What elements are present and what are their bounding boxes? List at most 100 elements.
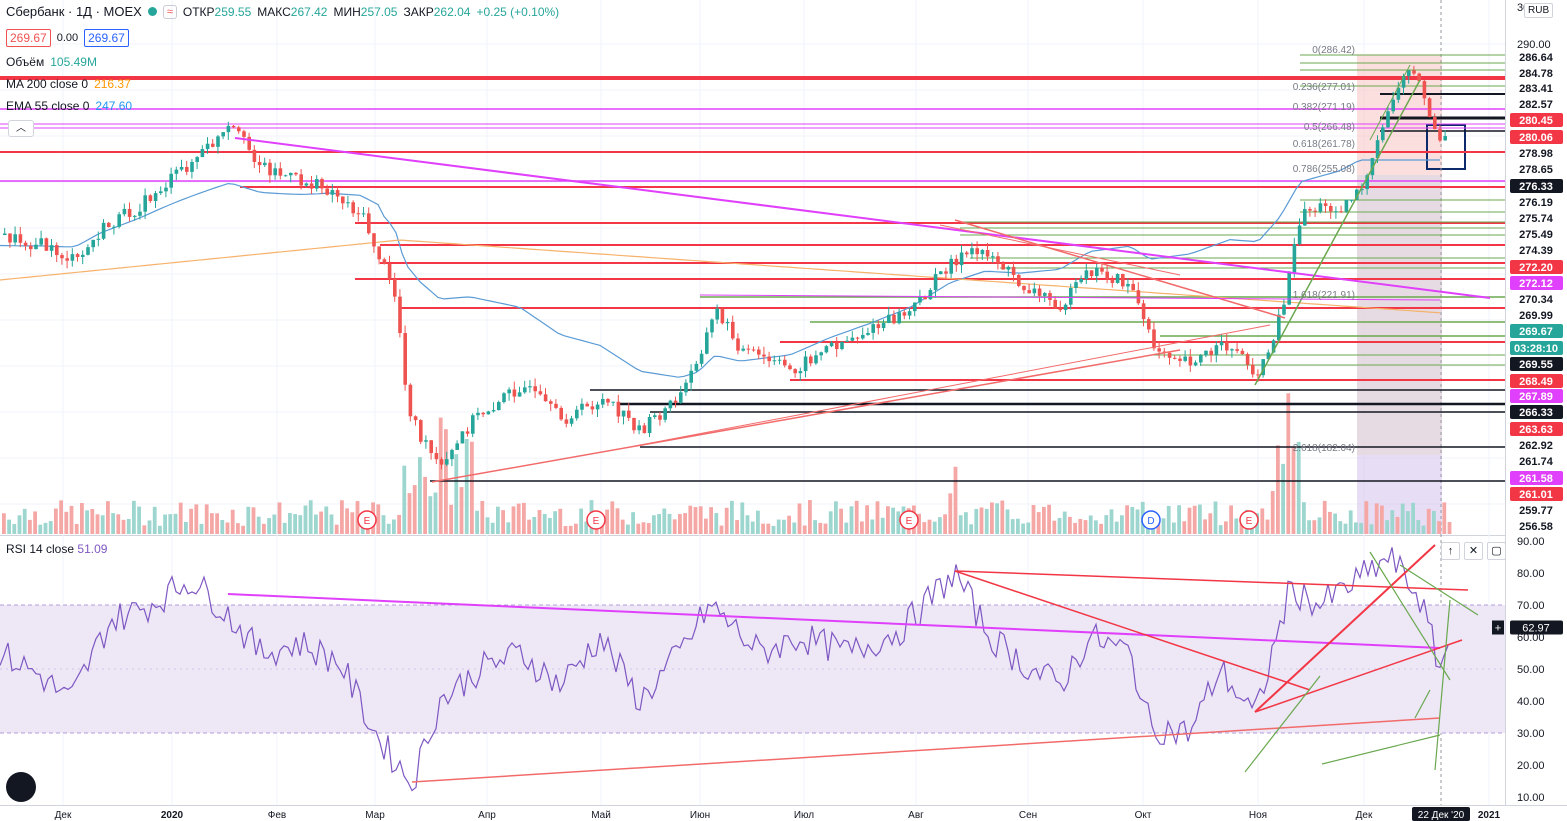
volume-bar — [220, 520, 225, 534]
volume-bar — [1057, 517, 1062, 534]
candle-body — [959, 252, 964, 266]
candle-body — [861, 334, 865, 339]
volume-bar — [142, 525, 147, 534]
event-marker-icon — [357, 510, 377, 530]
candle-body — [689, 370, 693, 383]
candle-body — [1121, 273, 1125, 287]
volume-legend[interactable]: Объём 105.49M — [6, 55, 97, 69]
candle-body — [1271, 340, 1276, 353]
ma200-legend[interactable]: MA 200 close 0 216.37 — [6, 77, 131, 91]
volume-bar — [995, 503, 999, 534]
price-label: 276.33 — [1519, 181, 1553, 193]
volume-bar — [532, 516, 537, 534]
candle-body — [1089, 270, 1094, 277]
candle-body — [783, 359, 787, 366]
volume-bar — [683, 513, 687, 534]
volume-bar — [147, 520, 152, 534]
price-label-bg — [1510, 66, 1563, 80]
rsi-trend-line — [1254, 544, 1436, 713]
candle-body — [1391, 99, 1395, 112]
volume-bar — [1052, 520, 1057, 534]
candle-body — [866, 332, 870, 335]
volume-bar — [1094, 520, 1098, 534]
volume-bar — [745, 515, 750, 534]
close-pane-icon[interactable]: ✕ — [1464, 542, 1483, 560]
candle-body — [34, 244, 38, 250]
candle-body — [231, 125, 236, 128]
volume-bar — [984, 508, 989, 534]
candle-body — [684, 382, 688, 393]
move-pane-up-icon[interactable]: ↑ — [1441, 542, 1460, 560]
volume-bar — [1426, 508, 1431, 534]
volume-bar — [719, 525, 724, 534]
candle-body — [1266, 352, 1271, 360]
volume-bar — [48, 521, 53, 534]
volume-bar — [615, 508, 620, 534]
time-tick: Апр — [478, 810, 496, 821]
volume-bar — [1359, 522, 1363, 534]
volume-bar — [1031, 504, 1036, 534]
compare-icon[interactable]: ≈ — [162, 4, 177, 19]
candle-body — [60, 255, 64, 259]
volume-bar — [345, 508, 349, 534]
candle-body — [330, 190, 335, 195]
candle-body — [720, 308, 725, 324]
sell-button[interactable]: 269.67 — [6, 29, 51, 47]
rsi-legend[interactable]: RSI 14 close 51.09 — [6, 542, 107, 556]
candle-body — [1344, 199, 1349, 212]
volume-bar — [1286, 393, 1291, 534]
symbol-title[interactable]: Сбербанк · 1Д · MOEX — [6, 4, 142, 19]
candle-body — [543, 394, 548, 402]
volume-bar — [33, 511, 37, 534]
candle-body — [1157, 348, 1161, 352]
volume-bar — [548, 517, 552, 534]
volume-bar — [880, 517, 885, 534]
candle-body — [18, 234, 23, 243]
candle-body — [699, 353, 704, 364]
rsi-tick: 40.00 — [1517, 696, 1545, 708]
volume-bar — [293, 514, 297, 534]
candle-body — [710, 319, 714, 333]
ema55-legend[interactable]: EMA 55 close 0 247.60 — [6, 99, 132, 113]
volume-bar — [1395, 516, 1400, 534]
candle-body — [1173, 357, 1177, 359]
collapse-legend-button[interactable]: ︿ — [8, 120, 34, 137]
volume-bar — [1130, 506, 1135, 534]
volume-bar — [730, 500, 734, 534]
tradingview-logo-icon[interactable] — [6, 772, 36, 802]
event-marker-icon — [1239, 510, 1259, 530]
buy-button[interactable]: 269.67 — [84, 29, 129, 47]
candle-body — [523, 387, 527, 393]
candle-body — [1235, 349, 1239, 351]
candle-body — [798, 371, 803, 374]
trend-line — [234, 137, 1491, 299]
volume-bar — [990, 502, 994, 534]
volume-bar — [808, 500, 812, 534]
price-label: 266.33 — [1519, 407, 1553, 419]
candle-body — [1329, 205, 1333, 212]
volume-bar — [7, 519, 11, 534]
price-label: 261.01 — [1519, 489, 1553, 501]
maximize-pane-icon[interactable]: ▢ — [1487, 542, 1506, 560]
volume-bar — [2, 513, 6, 534]
volume-bar — [85, 510, 89, 534]
volume-bar — [470, 441, 474, 534]
volume-bar — [17, 515, 22, 534]
volume-bar — [813, 520, 817, 534]
volume-bar — [1198, 504, 1202, 534]
candle-body — [1287, 272, 1291, 305]
candle-body — [627, 410, 631, 418]
volume-bar — [230, 509, 235, 534]
volume-bar — [1333, 513, 1337, 534]
candle-body — [1058, 308, 1063, 311]
volume-bar — [1088, 515, 1093, 534]
volume-bar — [1312, 520, 1317, 534]
volume-bar — [1348, 510, 1353, 534]
candle-body — [1401, 75, 1406, 88]
price-label: 276.19 — [1519, 197, 1553, 209]
currency-badge[interactable]: RUB — [1524, 3, 1554, 18]
volume-bar — [111, 513, 115, 534]
candle-body — [1188, 356, 1193, 366]
price-label-bg — [1510, 227, 1563, 241]
